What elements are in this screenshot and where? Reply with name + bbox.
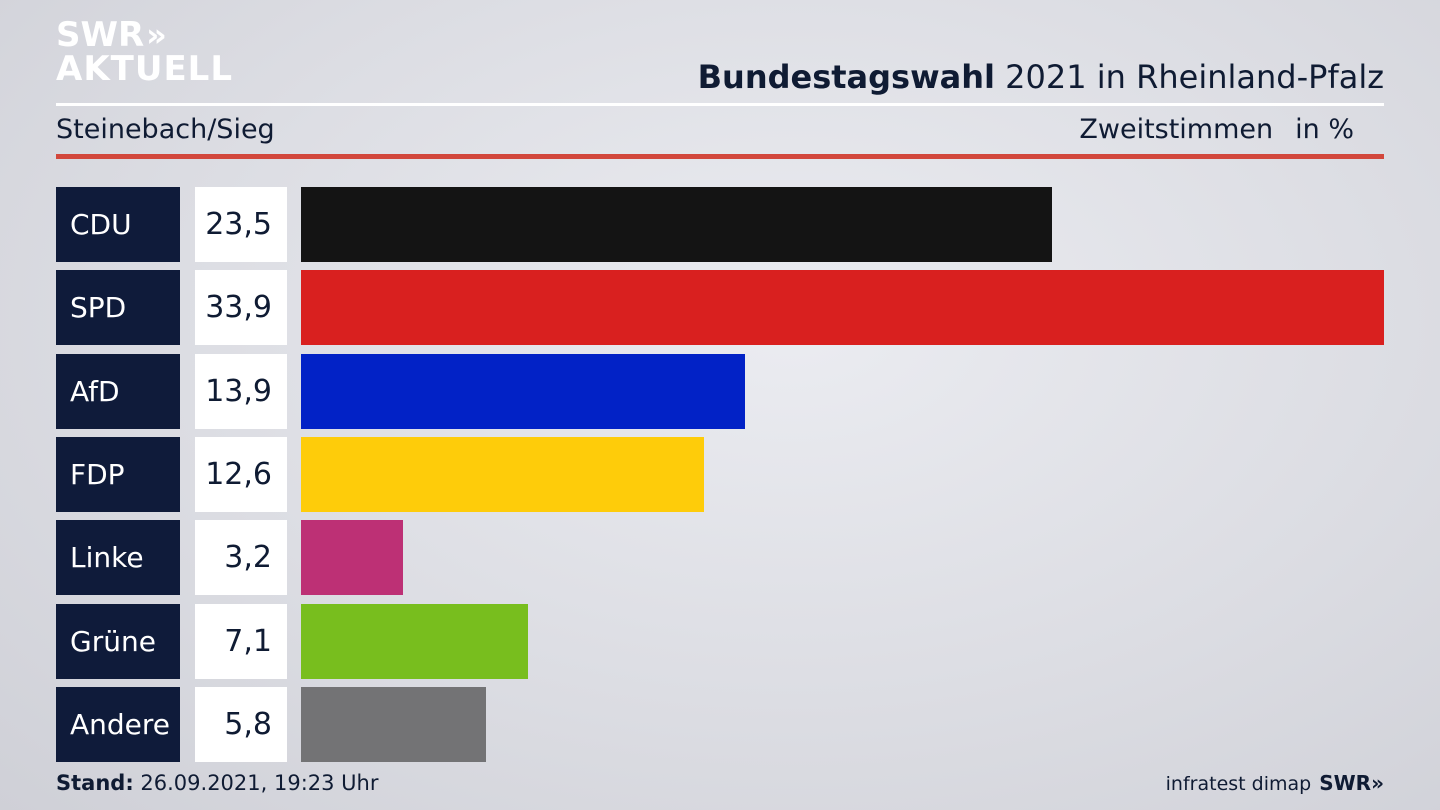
party-label: AfD	[56, 354, 180, 429]
bar	[301, 354, 745, 429]
value-label: 3,2	[195, 520, 287, 595]
party-label: Linke	[56, 520, 180, 595]
logo-chevron-icon: »	[146, 16, 166, 54]
value-label: 23,5	[195, 187, 287, 262]
measure-label: Zweitstimmen in %	[1079, 114, 1354, 145]
measure-text: Zweitstimmen	[1079, 114, 1274, 145]
title-divider	[56, 103, 1384, 106]
party-label: Grüne	[56, 604, 180, 679]
chart-title-bold: Bundestagswahl	[697, 58, 995, 96]
bar	[301, 604, 528, 679]
party-label: CDU	[56, 187, 180, 262]
bar	[301, 270, 1384, 345]
timestamp: Stand: 26.09.2021, 19:23 Uhr	[56, 771, 379, 795]
bar-row: Linke 3,2	[56, 520, 1384, 595]
bar	[301, 437, 704, 512]
subtitle-divider	[56, 154, 1384, 159]
swr-footer-logo: SWR»	[1319, 771, 1384, 795]
unit-text: in %	[1295, 114, 1354, 145]
bar-row: SPD 33,9	[56, 270, 1384, 345]
value-label: 12,6	[195, 437, 287, 512]
bar-row: Grüne 7,1	[56, 604, 1384, 679]
source-text: infratest dimap	[1165, 773, 1312, 795]
value-label: 13,9	[195, 354, 287, 429]
source-credit: infratest dimap SWR»	[1166, 771, 1384, 795]
swr-aktuell-logo: SWR» AKTUELL	[56, 18, 233, 86]
bar-row: Andere 5,8	[56, 687, 1384, 762]
stand-label: Stand:	[56, 771, 134, 795]
region-label: Steinebach/Sieg	[56, 114, 275, 145]
value-label: 33,9	[195, 270, 287, 345]
bar-row: FDP 12,6	[56, 437, 1384, 512]
party-label: FDP	[56, 437, 180, 512]
chart-title: Bundestagswahl 2021 in Rheinland-Pfalz	[698, 58, 1384, 96]
bar	[301, 187, 1052, 262]
bar-row: CDU 23,5	[56, 187, 1384, 262]
value-label: 5,8	[195, 687, 287, 762]
bar	[301, 687, 486, 762]
bar-row: AfD 13,9	[56, 354, 1384, 429]
logo-swr-text: SWR	[56, 15, 145, 55]
value-label: 7,1	[195, 604, 287, 679]
chart-title-rest: 2021 in Rheinland-Pfalz	[995, 58, 1384, 96]
logo-aktuell-text: AKTUELL	[56, 49, 234, 89]
party-label: Andere	[56, 687, 180, 762]
party-label: SPD	[56, 270, 180, 345]
stand-value: 26.09.2021, 19:23 Uhr	[133, 771, 379, 795]
bar	[301, 520, 403, 595]
